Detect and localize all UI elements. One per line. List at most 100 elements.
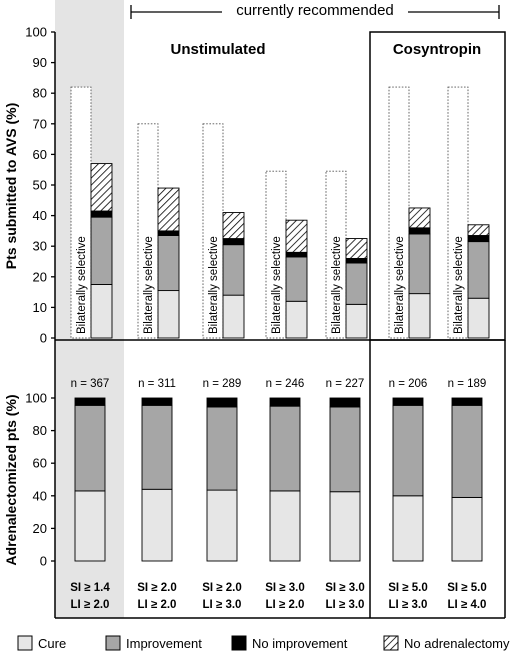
bar-segment-improvement xyxy=(451,404,483,498)
recommended-label: currently recommended xyxy=(236,2,394,19)
bar-segment-no-improvement xyxy=(329,397,361,408)
y-tick-label: 80 xyxy=(33,86,47,101)
y-tick-label: 0 xyxy=(40,331,47,346)
recommended-bracket xyxy=(130,2,500,20)
li-threshold-label: LI ≥ 3.0 xyxy=(389,599,428,611)
bar-segment-cure xyxy=(392,495,424,562)
bar-segment-cure xyxy=(90,284,113,339)
y-tick-label: 0 xyxy=(40,554,47,569)
legend: Cure Improvement No improvement No adren… xyxy=(17,635,510,651)
n-label: n = 289 xyxy=(203,378,242,390)
li-threshold-label: LI ≥ 2.0 xyxy=(138,599,177,611)
bar-segment-cure xyxy=(157,290,180,339)
bar-segment-no-improvement xyxy=(451,397,483,406)
bar-segment-no-improvement xyxy=(157,230,180,236)
bar-segment-no-improvement xyxy=(345,257,368,264)
si-threshold-label: SI ≥ 3.0 xyxy=(325,582,365,594)
bar-segment-cure xyxy=(141,488,173,562)
bar-segment-cure xyxy=(451,496,483,562)
li-threshold-label: LI ≥ 2.0 xyxy=(71,599,110,611)
bilaterally-selective-bar xyxy=(447,86,469,339)
bilaterally-selective-label: Bilaterally selective xyxy=(331,236,343,334)
bilaterally-selective-label: Bilaterally selective xyxy=(394,236,406,334)
bar-segment-no-improvement xyxy=(206,397,238,408)
bar-segment-improvement xyxy=(141,404,173,490)
bottom-y-axis-title: Adrenalectomized pts (%) xyxy=(3,394,19,565)
bar-segment-cure xyxy=(285,300,308,339)
bar-segment-improvement xyxy=(222,244,245,296)
n-label: n = 206 xyxy=(389,378,428,390)
bilaterally-selective-bar xyxy=(137,123,159,339)
n-label: n = 189 xyxy=(448,378,487,390)
n-label: n = 311 xyxy=(138,378,176,390)
bar-segment-no-improvement xyxy=(285,251,308,258)
bar-segment-improvement xyxy=(467,241,490,299)
si-threshold-label: SI ≥ 2.0 xyxy=(202,582,242,594)
si-threshold-label: SI ≥ 3.0 xyxy=(265,582,305,594)
bilaterally-selective-label: Bilaterally selective xyxy=(271,236,283,334)
bar-segment-no-adrenalectomy xyxy=(285,219,308,253)
bar-segment-cure xyxy=(222,294,245,339)
bar-segment-improvement xyxy=(329,406,361,493)
bar-segment-no-improvement xyxy=(222,238,245,246)
legend-swatch-no-improvement xyxy=(231,635,247,651)
y-tick-label: 100 xyxy=(25,391,47,406)
bar-segment-no-adrenalectomy xyxy=(90,163,113,212)
bar-segment-cure xyxy=(74,490,106,562)
y-tick-label: 40 xyxy=(33,208,47,223)
bar-segment-improvement xyxy=(90,216,113,285)
cosyntropin-title: Cosyntropin xyxy=(393,41,481,58)
y-tick-label: 20 xyxy=(33,269,47,284)
y-tick-label: 20 xyxy=(33,521,47,536)
unstimulated-title: Unstimulated xyxy=(170,41,265,58)
legend-label-no-improvement: No improvement xyxy=(252,636,348,651)
bar-segment-no-improvement xyxy=(269,397,301,407)
legend-label-cure: Cure xyxy=(38,636,66,651)
bar-segment-no-improvement xyxy=(141,397,173,406)
bar-segment-no-improvement xyxy=(408,227,431,235)
legend-swatch-no-adrenalectomy xyxy=(383,635,399,651)
li-threshold-label: LI ≥ 4.0 xyxy=(448,599,487,611)
bar-segment-cure xyxy=(467,297,490,339)
y-tick-label: 70 xyxy=(33,116,47,131)
li-threshold-label: LI ≥ 3.0 xyxy=(203,599,242,611)
y-tick-label: 80 xyxy=(33,423,47,438)
n-label: n = 227 xyxy=(326,378,365,390)
bar-segment-no-improvement xyxy=(90,210,113,218)
y-tick-label: 60 xyxy=(33,147,47,162)
li-threshold-label: LI ≥ 3.0 xyxy=(326,599,365,611)
bar-segment-improvement xyxy=(157,235,180,292)
y-tick-label: 50 xyxy=(33,178,47,193)
bar-segment-cure xyxy=(206,489,238,562)
bar-segment-cure xyxy=(408,293,431,339)
si-threshold-label: SI ≥ 5.0 xyxy=(447,582,487,594)
bar-segment-improvement xyxy=(408,233,431,295)
bar-segment-cure xyxy=(329,491,361,562)
legend-swatch-improvement xyxy=(105,635,121,651)
bilaterally-selective-label: Bilaterally selective xyxy=(143,236,155,334)
si-threshold-label: SI ≥ 5.0 xyxy=(388,582,428,594)
bilaterally-selective-label: Bilaterally selective xyxy=(208,236,220,334)
legend-label-improvement: Improvement xyxy=(126,636,202,651)
bar-segment-no-adrenalectomy xyxy=(467,224,490,236)
legend-label-no-adrenalectomy: No adrenalectomy xyxy=(404,636,510,651)
li-threshold-label: LI ≥ 2.0 xyxy=(266,599,305,611)
y-tick-label: 60 xyxy=(33,456,47,471)
y-tick-label: 30 xyxy=(33,239,47,254)
bilaterally-selective-label: Bilaterally selective xyxy=(453,236,465,334)
bar-segment-no-adrenalectomy xyxy=(345,238,368,259)
bilaterally-selective-bar xyxy=(202,123,224,339)
bar-segment-no-adrenalectomy xyxy=(408,207,431,229)
si-threshold-label: SI ≥ 2.0 xyxy=(137,582,177,594)
cosyntropin-box xyxy=(369,31,506,341)
y-tick-label: 10 xyxy=(33,300,47,315)
bar-segment-cure xyxy=(345,303,368,339)
bar-segment-no-improvement xyxy=(392,397,424,406)
bar-segment-improvement xyxy=(345,262,368,305)
bar-segment-improvement xyxy=(269,405,301,492)
bar-segment-no-improvement xyxy=(74,397,106,406)
bar-segment-cure xyxy=(269,490,301,562)
bilaterally-selective-label: Bilaterally selective xyxy=(76,236,88,334)
n-label: n = 246 xyxy=(266,378,305,390)
